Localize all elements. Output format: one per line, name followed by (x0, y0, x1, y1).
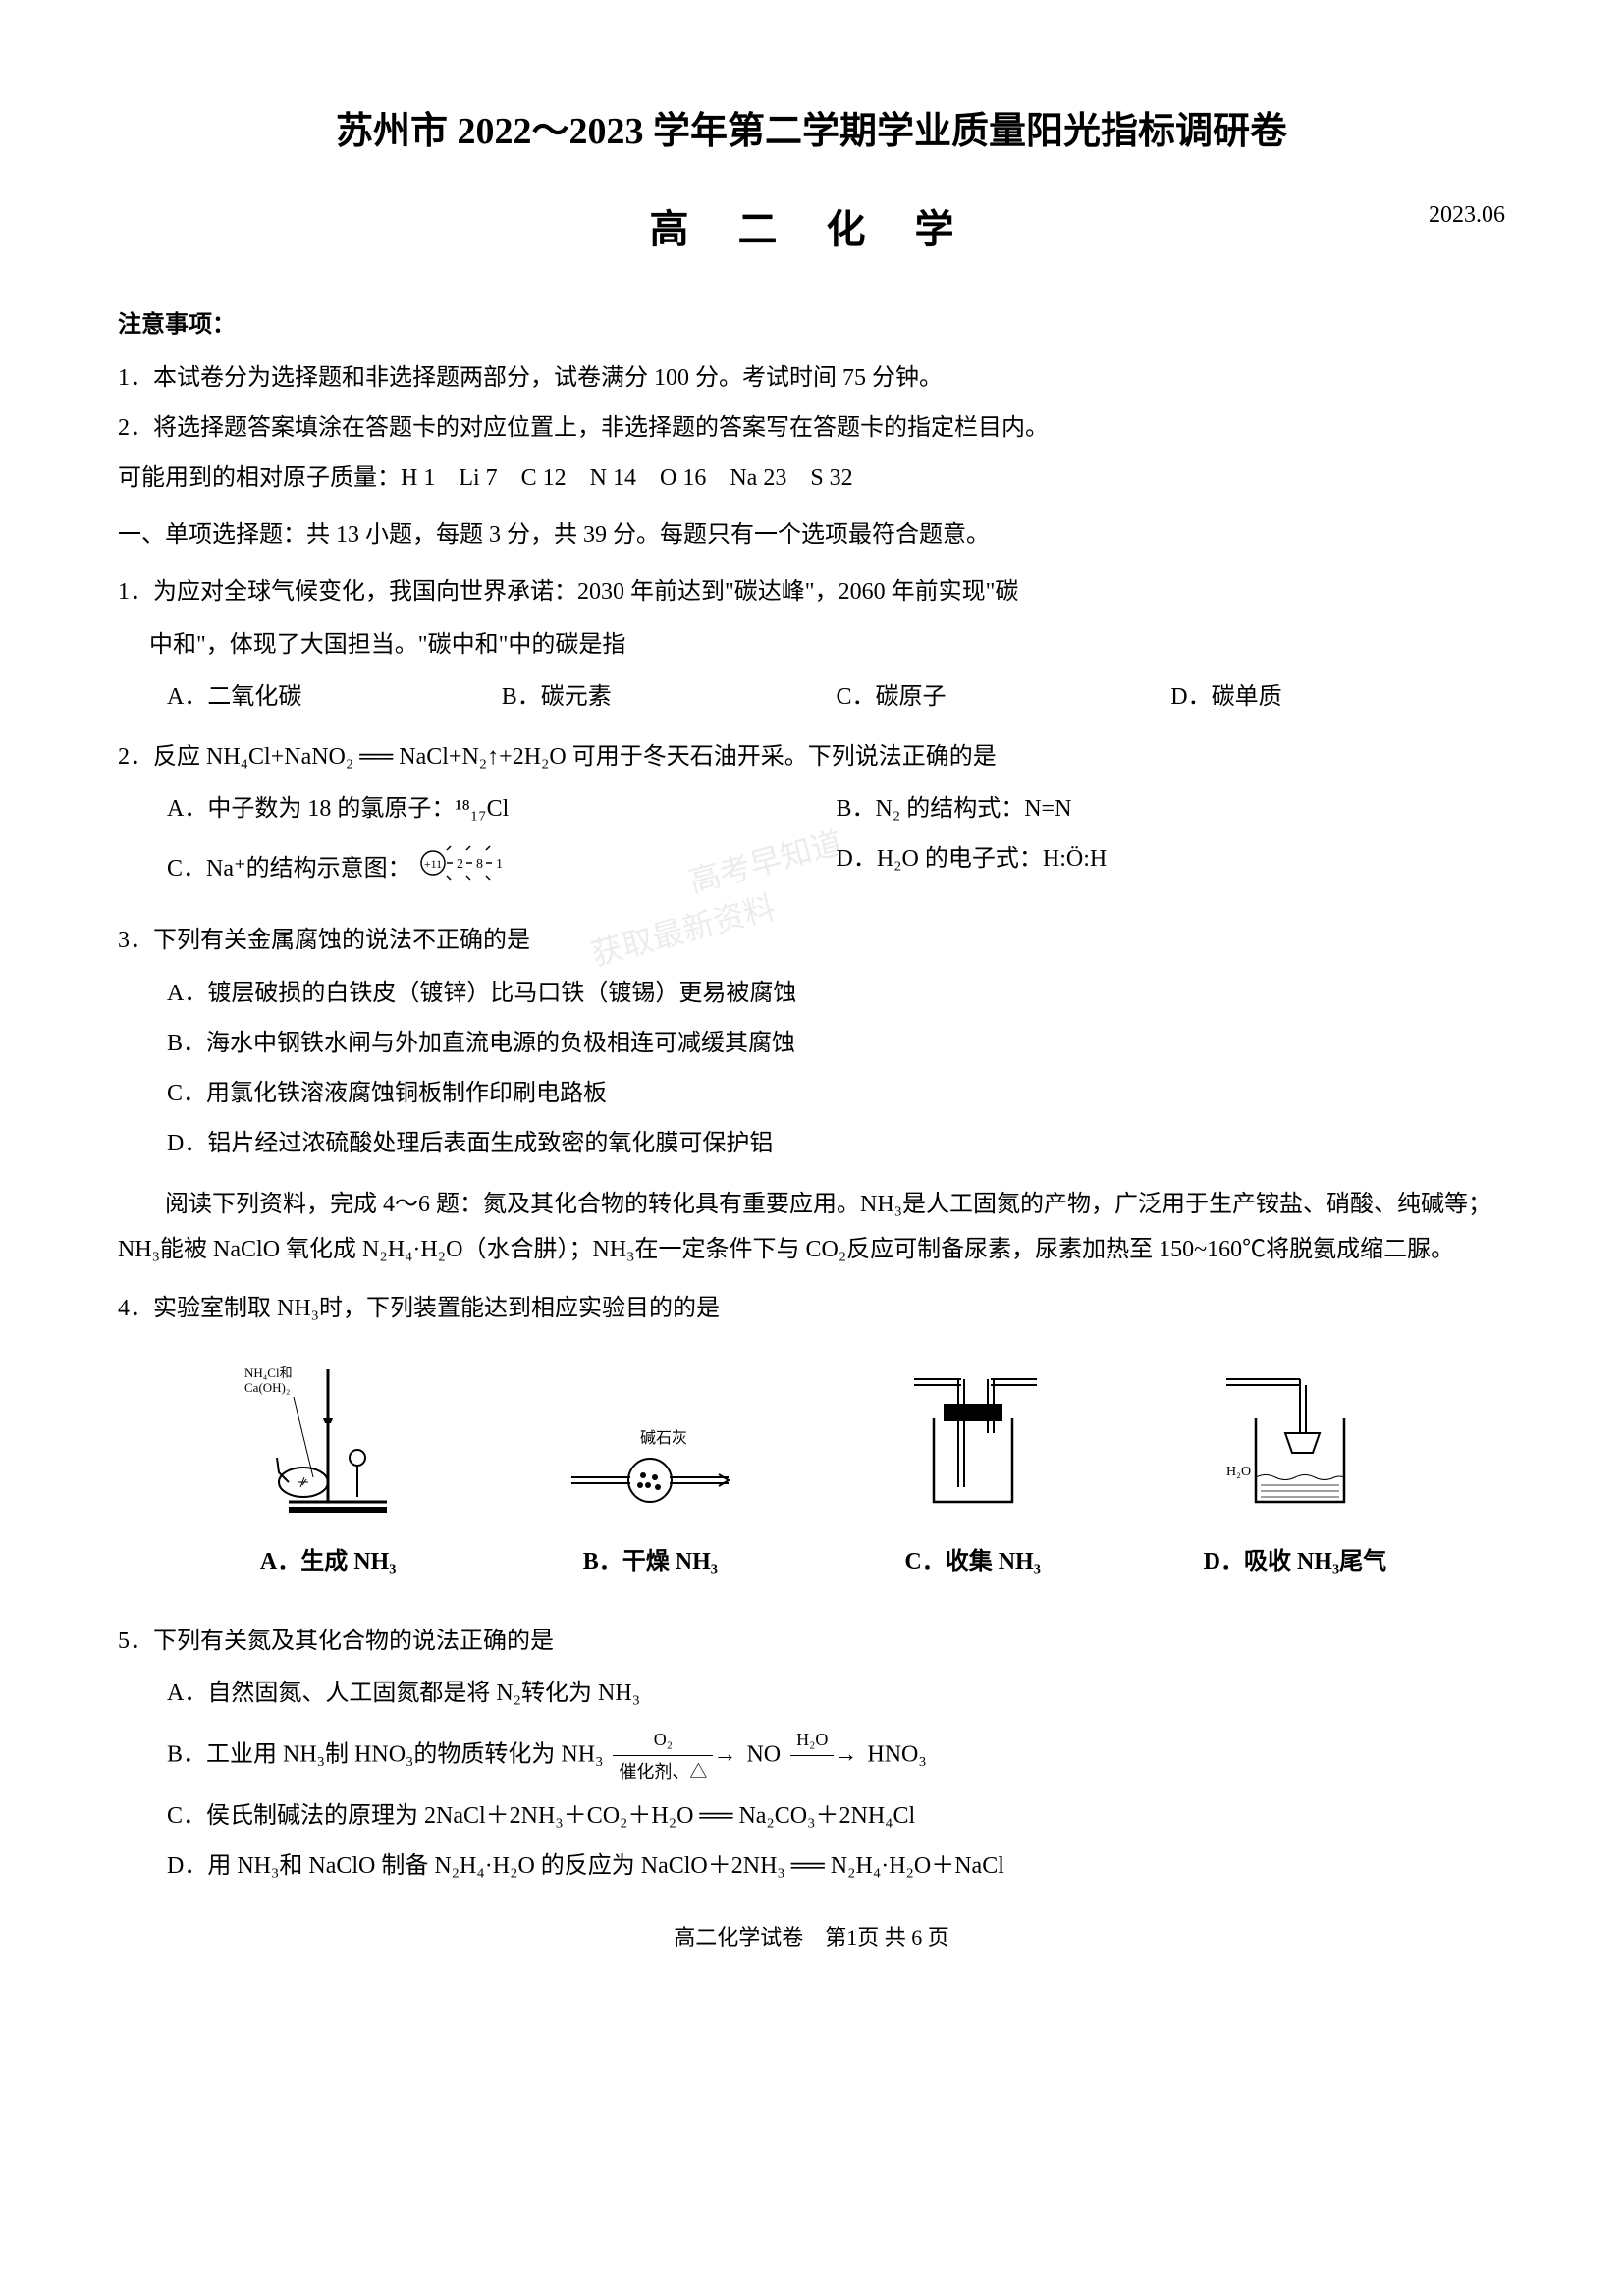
section1-title: 一、单项选择题：共 13 小题，每题 3 分，共 39 分。每题只有一个选项最符… (118, 514, 1505, 557)
q2-optD: D．H₂O 的电子式：H:Ö:H (837, 838, 1506, 902)
q1-optB: B．碳元素 (502, 676, 837, 719)
question-5: 5．下列有关氮及其化合物的说法正确的是 A．自然固氮、人工固氮都是将 N₂转化为… (118, 1621, 1505, 1889)
q4-text: 4．实验室制取 NH₃时，下列装置能达到相应实验目的的是 (118, 1288, 1505, 1330)
q5-cond2: H₂O (790, 1724, 834, 1756)
q5-optA: A．自然固氮、人工固氮都是将 N₂转化为 NH₃ (118, 1673, 1505, 1715)
reagent-label-1: NH₄Cl和 (244, 1365, 293, 1380)
diagram-D: H₂O D．吸收 NH₃尾气 (1134, 1360, 1456, 1583)
diagram-B: 碱石灰 B．干燥 NH₃ (489, 1360, 811, 1583)
sodium-ion-diagram: +11 2 8 1 (417, 838, 506, 902)
q5-optB: B．工业用 NH₃制 HNO₃的物质转化为 NH₃ O₂ 催化剂、△ → NO … (118, 1724, 1505, 1789)
svg-text:2: 2 (457, 857, 463, 872)
q1-text: 1．为应对全球气候变化，我国向世界承诺：2030 年前达到"碳达峰"，2060 … (118, 571, 1505, 614)
question-3: 3．下列有关金属腐蚀的说法不正确的是 A．镀层破损的白铁皮（镀锌）比马口铁（镀锡… (118, 920, 1505, 1165)
q1-optA: A．二氧化碳 (167, 676, 502, 719)
question-2: 2．反应 NH₄Cl+NaNO₂ ══ NaCl+N₂↑+2H₂O 可用于冬天石… (118, 736, 1505, 903)
q5-text: 5．下列有关氮及其化合物的说法正确的是 (118, 1621, 1505, 1663)
instruction-2: 2．将选择题答案填涂在答题卡的对应位置上，非选择题的答案写在答题卡的指定栏目内。 (118, 407, 1505, 450)
apparatus-collect-icon (885, 1360, 1061, 1517)
q3-optB: B．海水中钢铁水闸与外加直流电源的负极相连可减缓其腐蚀 (118, 1023, 1505, 1065)
date-label: 2023.06 (1429, 194, 1505, 237)
q4-diagrams: NH₄Cl和 Ca(OH)₂ A．生成 NH₃ 碱石灰 (118, 1340, 1505, 1603)
instruction-1: 1．本试卷分为选择题和非选择题两部分，试卷满分 100 分。考试时间 75 分钟… (118, 357, 1505, 400)
notice-section: 注意事项： 1．本试卷分为选择题和非选择题两部分，试卷满分 100 分。考试时间… (118, 304, 1505, 500)
subtitle: 高 二 化 学 (650, 194, 974, 265)
page-footer: 高二化学试卷 第1页 共 6 页 (118, 1918, 1505, 1957)
atomic-masses: 可能用到的相对原子质量：H 1 Li 7 C 12 N 14 O 16 Na 2… (118, 457, 1505, 500)
apparatus-generate-icon: NH₄Cl和 Ca(OH)₂ (240, 1360, 416, 1517)
q3-text: 3．下列有关金属腐蚀的说法不正确的是 (118, 920, 1505, 962)
water-label: H₂O (1226, 1465, 1251, 1479)
q2-optA: A．中子数为 18 的氯原子：¹⁸₁₇Cl (167, 788, 837, 830)
svg-text:+11: +11 (424, 857, 442, 871)
svg-text:8: 8 (476, 857, 483, 872)
notice-heading: 注意事项： (118, 304, 1505, 347)
q2-optB: B．N₂ 的结构式：N=N (837, 788, 1506, 830)
q2-optC: C．Na⁺的结构示意图： +11 2 8 1 (167, 838, 837, 902)
drying-agent-label: 碱石灰 (640, 1429, 687, 1447)
q1-text2: 中和"，体现了大国担当。"碳中和"中的碳是指 (118, 624, 1505, 667)
q5-optB-mid: NO (746, 1741, 781, 1767)
q5-optB-end: HNO₃ (867, 1741, 926, 1767)
q1-optC: C．碳原子 (837, 676, 1171, 719)
q2-row1: A．中子数为 18 的氯原子：¹⁸₁₇Cl B．N₂ 的结构式：N=N (118, 788, 1505, 830)
diagram-A: NH₄Cl和 Ca(OH)₂ A．生成 NH₃ (167, 1360, 489, 1583)
q5-cond1-bot: 催化剂、△ (613, 1756, 713, 1788)
q2-text: 2．反应 NH₄Cl+NaNO₂ ══ NaCl+N₂↑+2H₂O 可用于冬天石… (118, 736, 1505, 778)
subtitle-row: 高 二 化 学 2023.06 (118, 194, 1505, 265)
diagram-C: C．收集 NH₃ (812, 1360, 1134, 1583)
q1-optD: D．碳单质 (1170, 676, 1505, 719)
q3-optD: D．铝片经过浓硫酸处理后表面生成致密的氧化膜可保护铝 (118, 1123, 1505, 1165)
q5-optD: D．用 NH₃和 NaClO 制备 N₂H₄·H₂O 的反应为 NaClO＋2N… (118, 1845, 1505, 1888)
q4-labelB: B．干燥 NH₃ (489, 1541, 811, 1583)
q4-labelD: D．吸收 NH₃尾气 (1134, 1541, 1456, 1583)
q3-optA: A．镀层破损的白铁皮（镀锌）比马口铁（镀锡）更易被腐蚀 (118, 973, 1505, 1015)
q4-labelC: C．收集 NH₃ (812, 1541, 1134, 1583)
q5-optC: C．侯氏制碱法的原理为 2NaCl＋2NH₃＋CO₂＋H₂O ══ Na₂CO₃… (118, 1795, 1505, 1838)
q2-row2: C．Na⁺的结构示意图： +11 2 8 1 D．H₂O 的电子式：H:Ö:H (118, 838, 1505, 902)
q4-labelA: A．生成 NH₃ (167, 1541, 489, 1583)
q1-options: A．二氧化碳 B．碳元素 C．碳原子 D．碳单质 (118, 676, 1505, 719)
apparatus-dry-icon: 碱石灰 (562, 1360, 738, 1517)
apparatus-absorb-icon: H₂O (1207, 1360, 1383, 1517)
arrow-icon: O₂ 催化剂、△ → (613, 1724, 736, 1789)
reagent-label-2: Ca(OH)₂ (244, 1380, 290, 1395)
arrow-icon-2: H₂O → (790, 1724, 857, 1789)
svg-text:1: 1 (496, 857, 503, 872)
main-title: 苏州市 2022～2023 学年第二学期学业质量阳光指标调研卷 (118, 98, 1505, 165)
question-1: 1．为应对全球气候变化，我国向世界承诺：2030 年前达到"碳达峰"，2060 … (118, 571, 1505, 719)
q5-optB-pre: B．工业用 NH₃制 HNO₃的物质转化为 NH₃ (167, 1741, 603, 1767)
q3-optC: C．用氯化铁溶液腐蚀铜板制作印刷电路板 (118, 1073, 1505, 1115)
reading-passage: 阅读下列资料，完成 4～6 题：氮及其化合物的转化具有重要应用。NH₃是人工固氮… (118, 1183, 1505, 1272)
q5-cond1-top: O₂ (613, 1724, 713, 1756)
question-4: 4．实验室制取 NH₃时，下列装置能达到相应实验目的的是 NH₄Cl和 Ca(O… (118, 1288, 1505, 1604)
exam-header: 苏州市 2022～2023 学年第二学期学业质量阳光指标调研卷 高 二 化 学 … (118, 98, 1505, 265)
q2-optC-text: C．Na⁺的结构示意图： (167, 856, 411, 881)
